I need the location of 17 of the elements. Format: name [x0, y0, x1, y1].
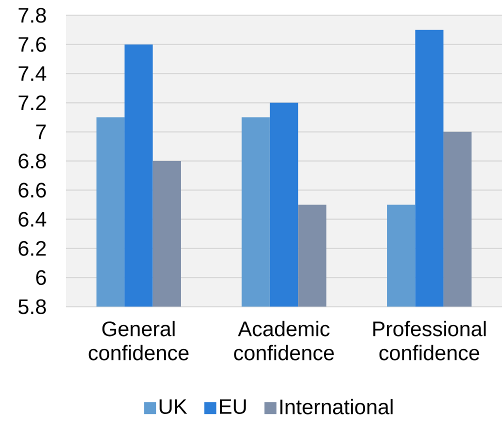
y-tick-label: 6: [36, 270, 46, 285]
x-tick-label: Professional confidence: [373, 320, 486, 360]
y-tick-label: 7: [36, 124, 46, 140]
y-tick-label: 7.4: [18, 66, 46, 81]
y-tick-label: 6.6: [18, 182, 46, 198]
y-tick-label: 6.4: [18, 212, 46, 227]
legend-label: UK: [160, 399, 188, 414]
x-tick-label: General confidence: [88, 320, 189, 360]
y-tick-label: 6.8: [18, 154, 46, 168]
legend-label: International: [280, 398, 393, 414]
y-tick-label: 6.2: [18, 240, 46, 256]
y-tick-label: 7.6: [18, 37, 46, 52]
y-tick-label: 7.2: [18, 95, 46, 110]
legend-label: EU: [220, 399, 246, 414]
x-tick-label: Academic confidence: [234, 320, 334, 360]
y-tick-label: 5.8: [18, 299, 46, 314]
y-tick-label: 7.8: [18, 8, 46, 23]
